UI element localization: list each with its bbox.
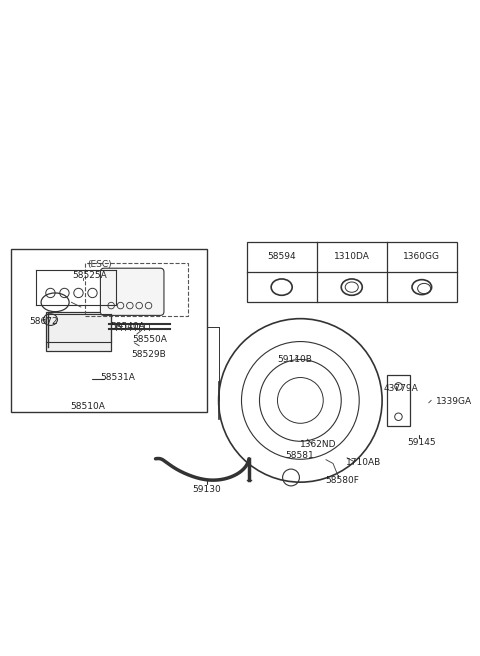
FancyBboxPatch shape [46,312,111,352]
Text: 58531A: 58531A [101,373,136,382]
Text: 1310DA: 1310DA [334,253,370,261]
Text: 58529B: 58529B [131,350,166,359]
Text: 1339GA: 1339GA [436,397,472,406]
Text: 1360GG: 1360GG [403,253,440,261]
Text: 59130: 59130 [192,485,221,494]
FancyBboxPatch shape [100,268,164,316]
Text: 58550A: 58550A [132,335,168,344]
Text: 58580F: 58580F [325,476,360,485]
Text: 58540A: 58540A [110,322,145,331]
Text: 58525A: 58525A [73,271,108,279]
Text: 43779A: 43779A [384,384,418,393]
Text: 58672: 58672 [29,318,58,327]
Text: 58594: 58594 [267,253,296,261]
Text: 1710AB: 1710AB [346,458,381,467]
Text: (ESC): (ESC) [87,260,112,270]
Text: 59145: 59145 [408,438,436,447]
Text: 1362ND: 1362ND [300,440,336,449]
Text: 58581: 58581 [285,451,314,460]
Text: 58510A: 58510A [71,402,105,411]
Text: 59110B: 59110B [277,356,312,364]
